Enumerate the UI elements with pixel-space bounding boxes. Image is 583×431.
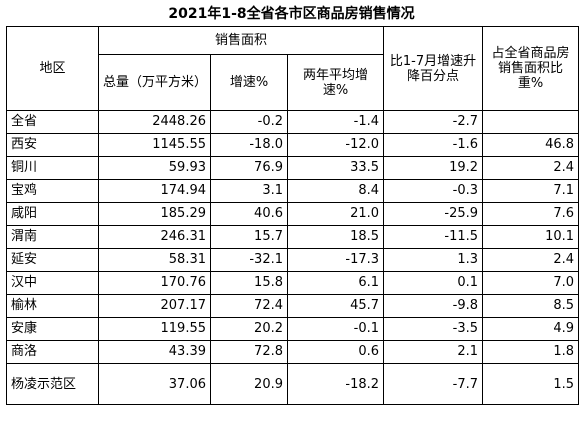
cell-two-year-avg: 21.0 (286, 202, 385, 226)
table-row: 铜川 59.93 76.9 33.5 19.2 2.4 (6, 156, 580, 180)
cell-two-year-avg: -0.1 (286, 317, 385, 341)
cell-change: -2.7 (383, 110, 484, 134)
cell-growth: 76.9 (210, 156, 288, 180)
cell-two-year-avg: -1.4 (286, 110, 385, 134)
cell-growth: -18.0 (210, 133, 288, 157)
header-growth: 增速% (210, 54, 288, 111)
cell-change: 19.2 (383, 156, 484, 180)
cell-two-year-avg: -17.3 (286, 248, 385, 272)
header-two-year-avg: 两年平均增速% (286, 54, 385, 111)
table-row: 渭南 246.31 15.7 18.5 -11.5 10.1 (6, 225, 580, 249)
cell-total: 58.31 (98, 248, 211, 272)
cell-two-year-avg: 18.5 (286, 225, 385, 249)
table-body: 全省 2448.26 -0.2 -1.4 -2.7 西安 1145.55 -18.0 -12.0… (6, 110, 580, 405)
header-region: 地区 (6, 26, 99, 111)
cell-region: 延安 (6, 248, 99, 272)
cell-growth: -32.1 (210, 248, 288, 272)
cell-total: 170.76 (98, 271, 211, 295)
table-row: 咸阳 185.29 40.6 21.0 -25.9 7.6 (6, 202, 580, 226)
cell-two-year-avg: 6.1 (286, 271, 385, 295)
cell-change: -0.3 (383, 179, 484, 203)
table-row: 全省 2448.26 -0.2 -1.4 -2.7 (6, 110, 580, 134)
cell-growth: -0.2 (210, 110, 288, 134)
cell-share: 8.5 (482, 294, 580, 318)
cell-two-year-avg: 45.7 (286, 294, 385, 318)
cell-growth: 20.2 (210, 317, 288, 341)
cell-two-year-avg: 0.6 (286, 340, 385, 364)
header-total: 总量（万平方米） (98, 54, 211, 111)
table-title: 2021年1-8全省各市区商品房销售情况 (168, 6, 415, 22)
cell-total: 43.39 (98, 340, 211, 364)
cell-growth: 40.6 (210, 202, 288, 226)
header-change: 比1-7月增速升降百分点 (383, 26, 484, 111)
cell-share: 2.4 (482, 248, 580, 272)
cell-growth: 15.7 (210, 225, 288, 249)
cell-growth: 20.9 (210, 363, 288, 405)
cell-growth: 72.8 (210, 340, 288, 364)
table-row: 榆林 207.17 72.4 45.7 -9.8 8.5 (6, 294, 580, 318)
table-row: 延安 58.31 -32.1 -17.3 1.3 2.4 (6, 248, 580, 272)
cell-share: 10.1 (482, 225, 580, 249)
table-row: 商洛 43.39 72.8 0.6 2.1 1.8 (6, 340, 580, 364)
cell-share (482, 110, 580, 134)
cell-change: 0.1 (383, 271, 484, 295)
cell-share: 1.8 (482, 340, 580, 364)
cell-total: 185.29 (98, 202, 211, 226)
cell-total: 1145.55 (98, 133, 211, 157)
cell-total: 246.31 (98, 225, 211, 249)
header-sales-area: 销售面积 (97, 26, 385, 55)
cell-share: 7.1 (482, 179, 580, 203)
cell-total: 37.06 (98, 363, 211, 405)
cell-region: 商洛 (6, 340, 99, 364)
table-row: 杨凌示范区 37.06 20.9 -18.2 -7.7 1.5 (6, 363, 580, 405)
cell-two-year-avg: 33.5 (286, 156, 385, 180)
cell-change: -11.5 (383, 225, 484, 249)
cell-growth: 3.1 (210, 179, 288, 203)
cell-total: 207.17 (98, 294, 211, 318)
cell-change: -7.7 (383, 363, 484, 405)
cell-share: 2.4 (482, 156, 580, 180)
cell-region: 汉中 (6, 271, 99, 295)
header-share: 占全省商品房销售面积比重% (482, 26, 580, 111)
table-row: 宝鸡 174.94 3.1 8.4 -0.3 7.1 (6, 179, 580, 203)
cell-growth: 15.8 (210, 271, 288, 295)
cell-share: 1.5 (482, 363, 580, 405)
cell-change: -3.5 (383, 317, 484, 341)
cell-region: 安康 (6, 317, 99, 341)
cell-total: 119.55 (98, 317, 211, 341)
cell-change: -1.6 (383, 133, 484, 157)
cell-two-year-avg: -12.0 (286, 133, 385, 157)
cell-region: 铜川 (6, 156, 99, 180)
cell-two-year-avg: 8.4 (286, 179, 385, 203)
cell-total: 2448.26 (98, 110, 211, 134)
cell-total: 174.94 (98, 179, 211, 203)
cell-change: 1.3 (383, 248, 484, 272)
cell-share: 4.9 (482, 317, 580, 341)
cell-region: 全省 (6, 110, 99, 134)
cell-region: 杨凌示范区 (6, 363, 99, 405)
cell-change: -25.9 (383, 202, 484, 226)
cell-region: 渭南 (6, 225, 99, 249)
cell-change: 2.1 (383, 340, 484, 364)
cell-region: 榆林 (6, 294, 99, 318)
cell-change: -9.8 (383, 294, 484, 318)
cell-region: 西安 (6, 133, 99, 157)
cell-share: 7.6 (482, 202, 580, 226)
cell-share: 7.0 (482, 271, 580, 295)
table-row: 安康 119.55 20.2 -0.1 -3.5 4.9 (6, 317, 580, 341)
cell-region: 宝鸡 (6, 179, 99, 203)
cell-two-year-avg: -18.2 (286, 363, 385, 405)
table-row: 西安 1145.55 -18.0 -12.0 -1.6 46.8 (6, 133, 580, 157)
sales-table: 地区 销售面积 比1-7月增速升降百分点 占全省商品房销售面积比重% 总量（万平… (6, 26, 580, 405)
cell-region: 咸阳 (6, 202, 99, 226)
cell-growth: 72.4 (210, 294, 288, 318)
table-row: 汉中 170.76 15.8 6.1 0.1 7.0 (6, 271, 580, 295)
cell-total: 59.93 (98, 156, 211, 180)
cell-share: 46.8 (482, 133, 580, 157)
